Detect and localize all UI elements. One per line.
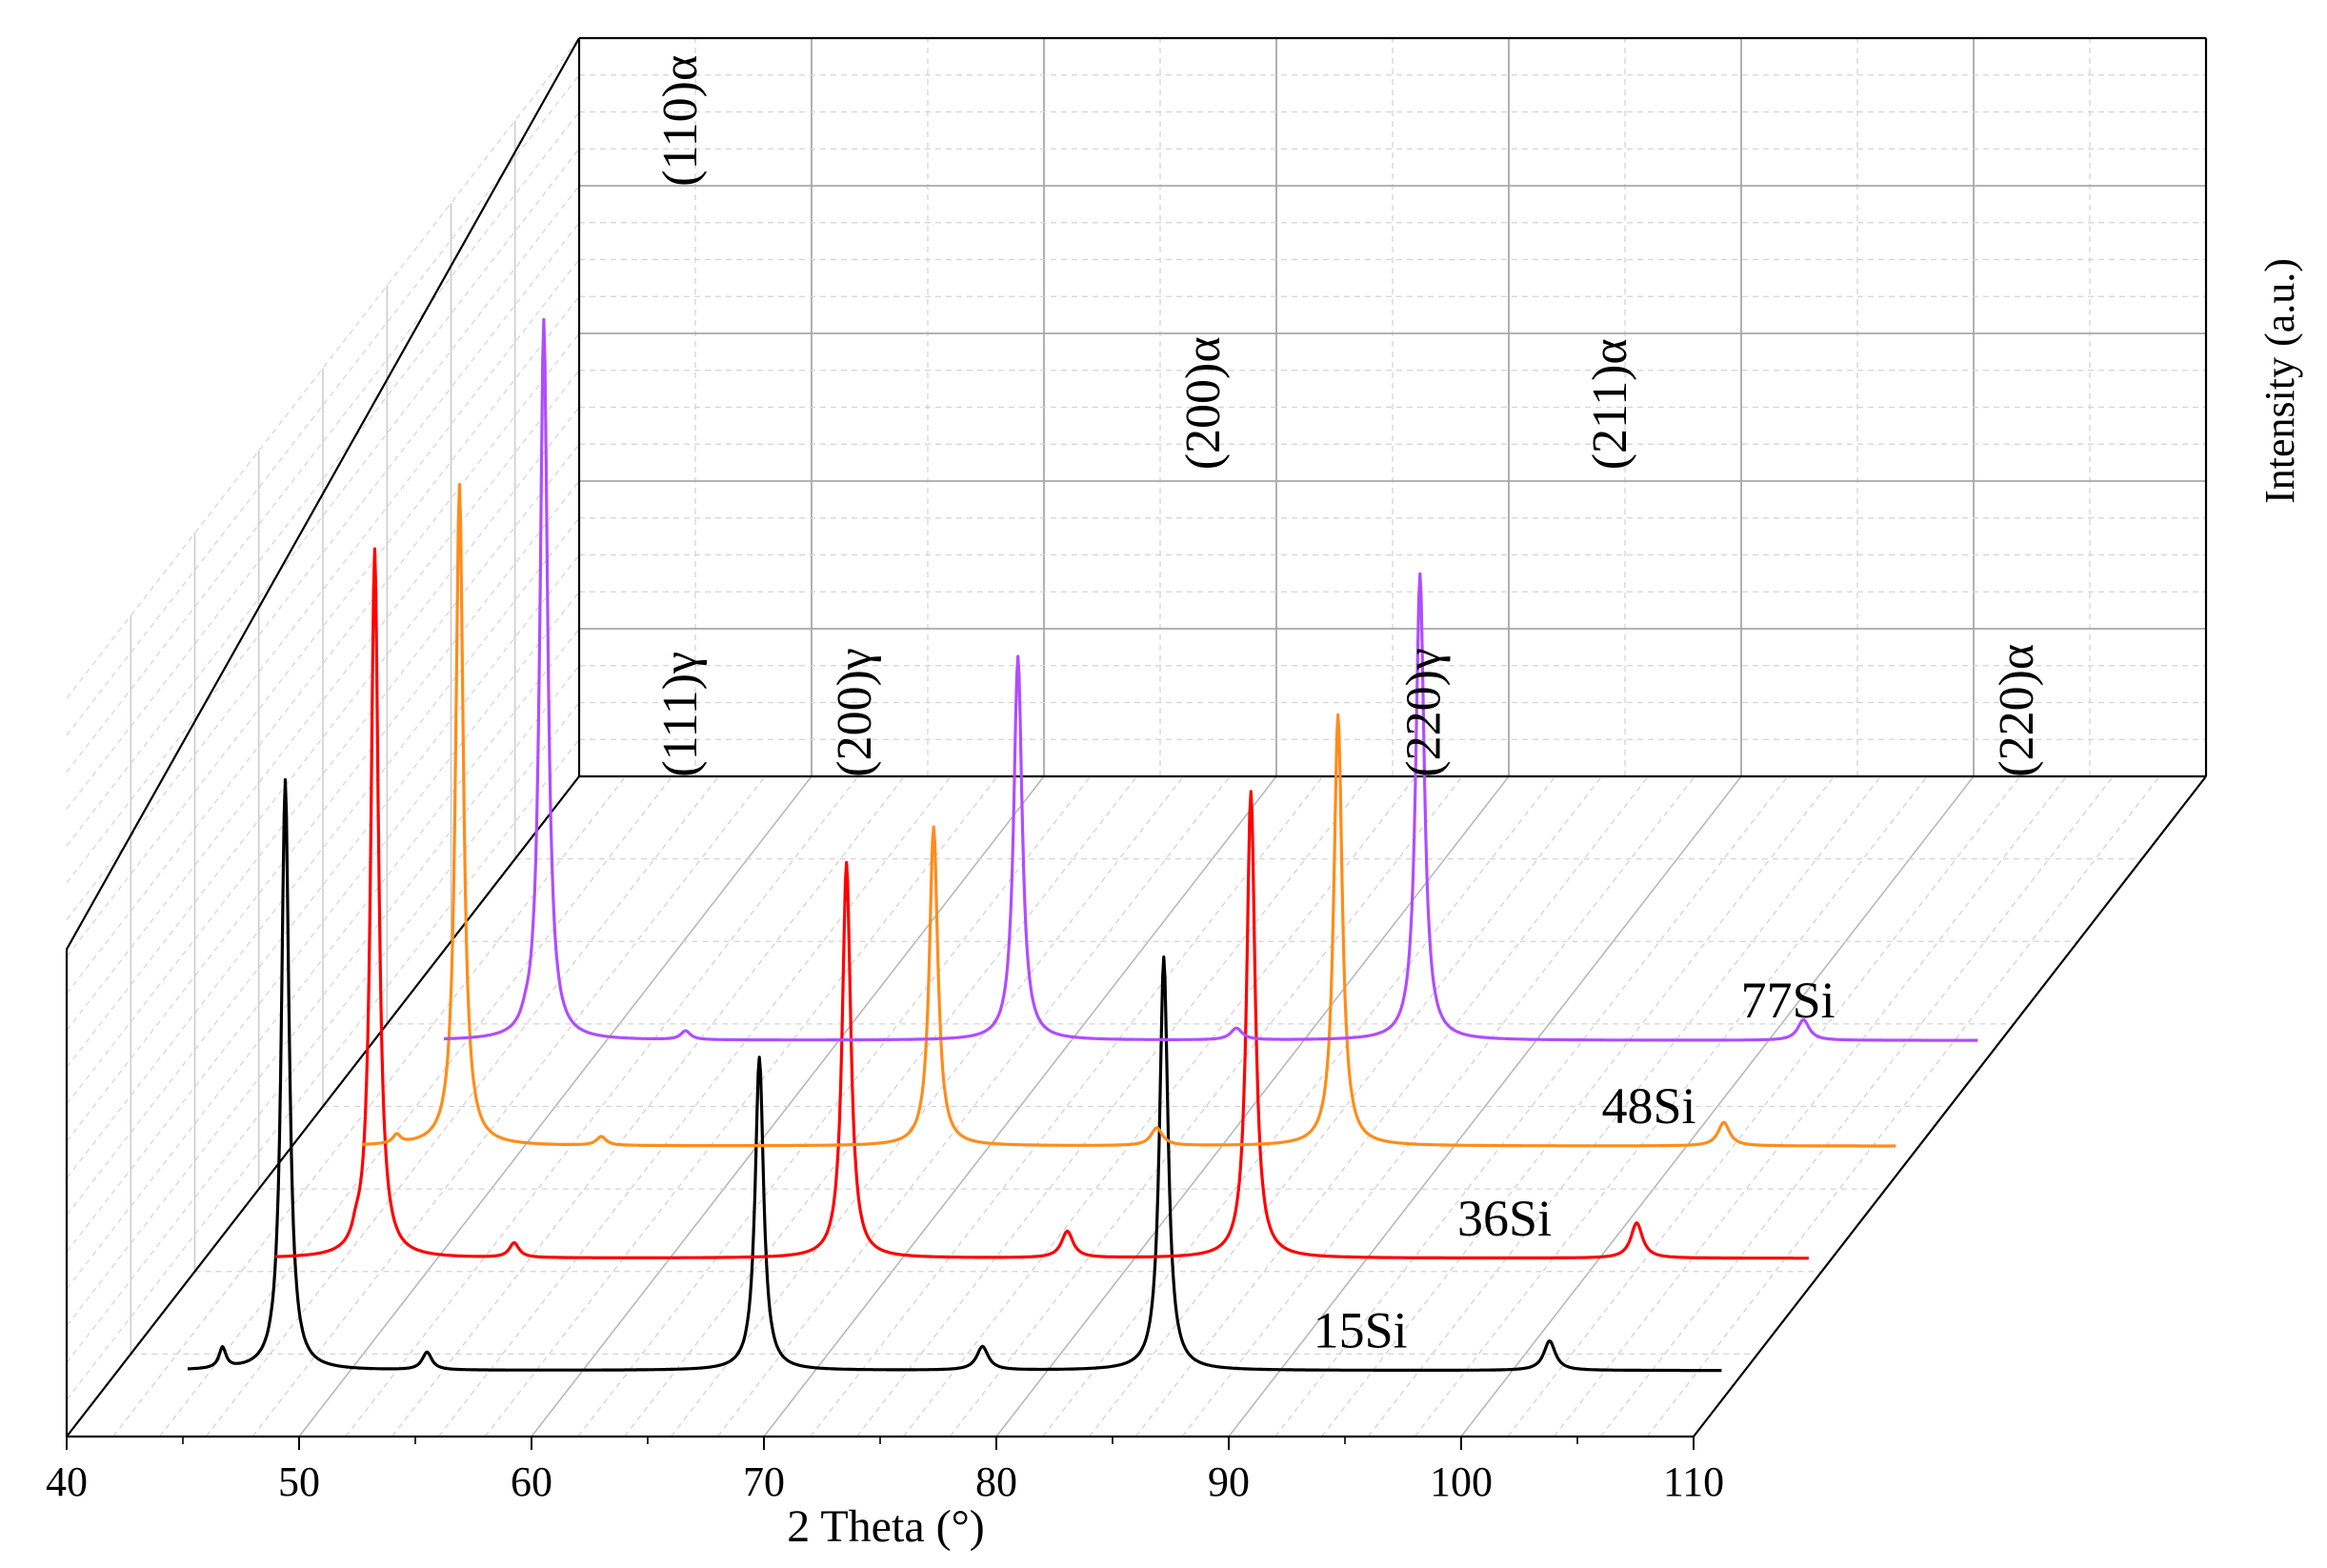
side-grid-line	[66, 591, 580, 1253]
side-grid-line	[66, 295, 580, 957]
peak-annotation: (200)γ	[828, 648, 882, 777]
side-grid-line	[66, 74, 580, 736]
x-axis-label: 2 Theta (°)	[787, 1501, 985, 1552]
side-grid-line	[66, 628, 580, 1290]
floor-grid-line	[1321, 775, 1836, 1437]
peak-annotation: (211)α	[1583, 338, 1637, 470]
side-grid-line	[66, 222, 580, 884]
x-tick-label: 110	[1663, 1458, 1724, 1505]
axis-edge	[1693, 775, 2207, 1437]
x-tick-label: 50	[278, 1458, 320, 1505]
x-tick-label: 40	[46, 1458, 88, 1505]
side-grid-line	[66, 370, 580, 1032]
floor-grid-line	[577, 775, 1092, 1437]
floor-grid-line	[1367, 775, 1881, 1437]
floor-grid-line	[484, 775, 998, 1437]
peak-annotation: (220)γ	[1397, 648, 1452, 777]
side-grid-line	[66, 702, 580, 1363]
series-line-48Si	[361, 483, 1896, 1148]
side-grid-line	[66, 407, 580, 1068]
floor-grid-line	[810, 775, 1324, 1437]
y-axis-label: Intensity (a.u.)	[2257, 258, 2303, 504]
x-tick-label: 80	[975, 1458, 1017, 1505]
side-grid-line	[66, 111, 580, 773]
side-grid-line	[66, 480, 580, 1142]
x-tick-label: 70	[743, 1458, 785, 1505]
floor-grid-line	[391, 775, 906, 1437]
side-grid-line	[66, 37, 580, 699]
series-layer	[187, 317, 1978, 1373]
floor-grid-line	[112, 775, 627, 1437]
side-grid-line	[66, 148, 580, 810]
grid-layer	[66, 37, 2207, 1437]
axis-edge	[66, 775, 580, 1437]
floor-grid-line	[1599, 775, 2114, 1437]
floor-grid-line	[1228, 775, 1742, 1437]
floor-grid-line	[716, 775, 1231, 1437]
series-label-15Si: 15Si	[1314, 1302, 1408, 1359]
floor-grid-line	[437, 775, 952, 1437]
axis-edge	[66, 37, 580, 951]
axes-frame	[65, 36, 2208, 1450]
side-grid-line	[66, 332, 580, 995]
floor-grid-line	[1134, 775, 1649, 1437]
floor-grid-line	[670, 775, 1184, 1437]
side-grid-line	[66, 738, 580, 1400]
x-tick-label: 60	[511, 1458, 552, 1505]
floor-grid-line	[1554, 775, 2068, 1437]
series-label-77Si: 77Si	[1741, 972, 1836, 1029]
peak-annotation: (110)α	[653, 55, 708, 187]
floor-grid-line	[949, 775, 1463, 1437]
side-grid-line	[66, 259, 580, 920]
side-grid-line	[66, 665, 580, 1327]
floor-grid-line	[251, 775, 766, 1437]
peak-annotation: (220)α	[1990, 644, 2044, 777]
series-line-15Si	[187, 777, 1722, 1373]
x-tick-label: 100	[1430, 1458, 1493, 1505]
side-grid-line	[66, 517, 580, 1179]
series-label-48Si: 48Si	[1602, 1077, 1696, 1135]
floor-grid-line	[1089, 775, 1603, 1437]
side-grid-line	[66, 443, 580, 1105]
floor-grid-line	[1414, 775, 1928, 1437]
side-grid-line	[66, 185, 580, 847]
floor-grid-line	[1507, 775, 2021, 1437]
series-line-77Si	[443, 317, 1978, 1042]
floor-grid-line	[624, 775, 1138, 1437]
floor-grid-line	[902, 775, 1416, 1437]
floor-grid-line	[1181, 775, 1695, 1437]
floor-grid-line	[345, 775, 859, 1437]
x-tick-label: 90	[1208, 1458, 1250, 1505]
floor-grid-line	[1646, 775, 2160, 1437]
floor-grid-line	[995, 775, 1510, 1437]
peak-annotation: (111)γ	[653, 652, 708, 777]
floor-grid-line	[1274, 775, 1789, 1437]
series-line-36Si	[274, 547, 1810, 1260]
side-grid-line	[66, 554, 580, 1216]
peak-annotation: (200)α	[1176, 336, 1231, 470]
floor-grid-line	[205, 775, 719, 1437]
floor-grid-line	[159, 775, 673, 1437]
series-label-36Si: 36Si	[1457, 1190, 1552, 1247]
text-layer: 2 Theta (°) Intensity (a.u.) 40 50 60 70 80 9…	[46, 55, 2303, 1552]
floor-grid-line	[856, 775, 1371, 1437]
floor-grid-line	[1042, 775, 1556, 1437]
